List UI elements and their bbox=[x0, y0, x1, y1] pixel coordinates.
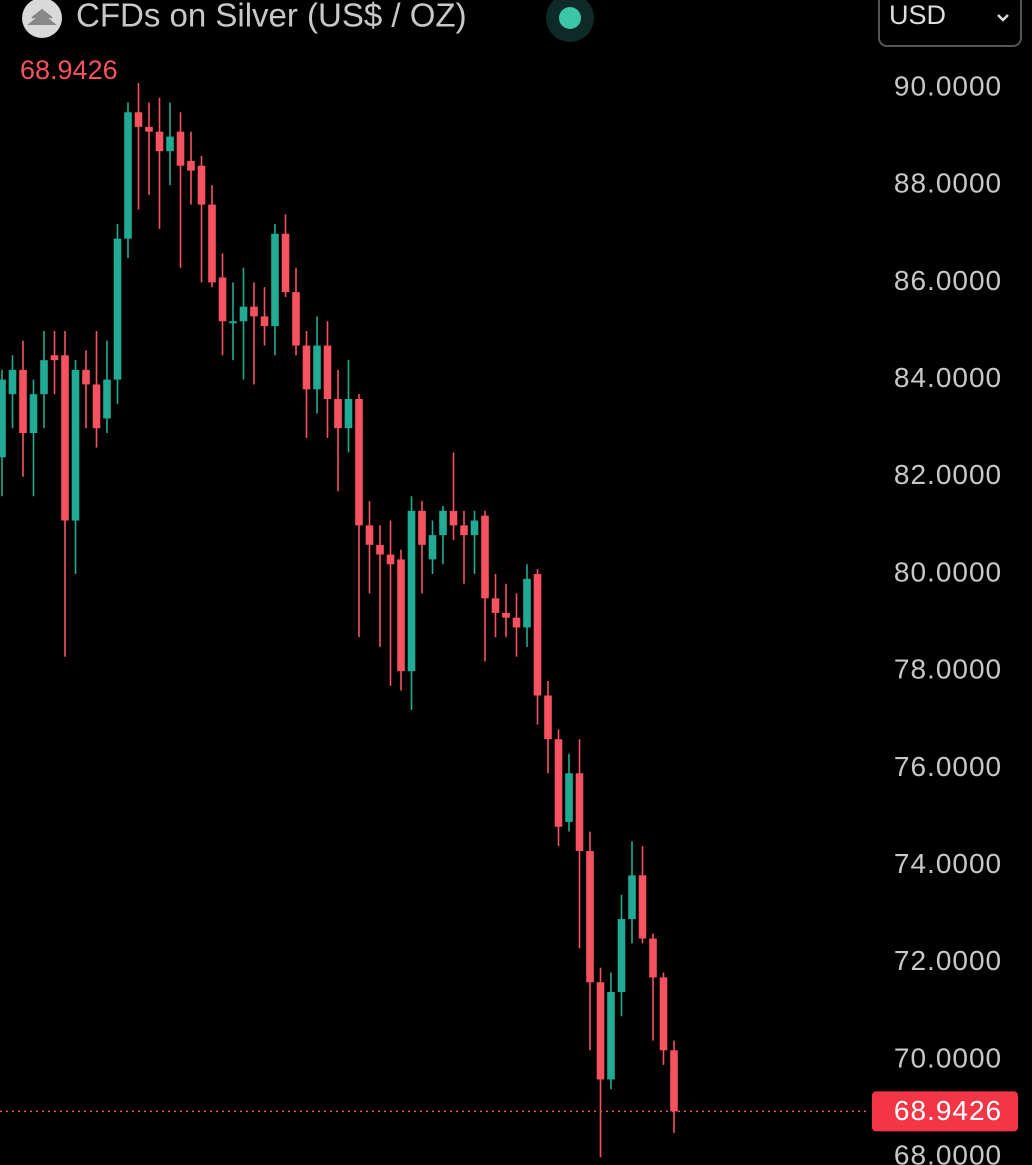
candle-body bbox=[344, 399, 353, 429]
candle-body bbox=[638, 875, 647, 939]
candle-body bbox=[502, 612, 510, 618]
candle-body bbox=[8, 369, 17, 395]
last-price-label: 68.9426 bbox=[20, 55, 118, 85]
candle-body bbox=[208, 204, 216, 283]
y-tick-label: 80.0000 bbox=[894, 556, 1002, 587]
candle-body bbox=[92, 384, 101, 429]
currency-select[interactable]: USD bbox=[878, 0, 1022, 47]
candle-body bbox=[565, 773, 573, 822]
candle-body bbox=[617, 919, 626, 992]
y-tick-label: 72.0000 bbox=[894, 945, 1002, 976]
y-tick-label: 84.0000 bbox=[894, 362, 1002, 393]
candle-body bbox=[386, 554, 395, 565]
currency-select-box[interactable] bbox=[878, 0, 1022, 47]
symbol-icon-glyph bbox=[27, 8, 57, 25]
candle-body bbox=[649, 938, 657, 978]
candle-body bbox=[40, 360, 48, 395]
candle-body bbox=[512, 617, 521, 628]
candle-body bbox=[428, 535, 437, 560]
y-tick-label: 82.0000 bbox=[894, 459, 1002, 490]
candle-body bbox=[628, 875, 636, 920]
candle-body bbox=[61, 355, 69, 521]
candle-body bbox=[323, 345, 332, 400]
candle-body bbox=[29, 394, 38, 434]
candle-body bbox=[155, 131, 164, 152]
candle-body bbox=[0, 379, 6, 458]
candle-body bbox=[239, 306, 248, 322]
candle-body bbox=[82, 369, 90, 385]
candle-body bbox=[292, 292, 300, 346]
candle-body bbox=[544, 695, 552, 740]
y-tick-label: 70.0000 bbox=[894, 1042, 1002, 1073]
candle-body bbox=[50, 355, 59, 361]
currency-label[interactable]: USD bbox=[889, 0, 946, 30]
candle-body bbox=[176, 131, 185, 166]
y-tick-label: 68.0000 bbox=[894, 1140, 1002, 1165]
candle-body bbox=[145, 126, 153, 132]
candle-body bbox=[229, 321, 237, 324]
candle-body bbox=[166, 136, 174, 152]
last-price-tag bbox=[872, 1091, 1018, 1132]
chevron[interactable] bbox=[997, 14, 1009, 22]
candle-body bbox=[376, 544, 384, 555]
y-tick-label: 76.0000 bbox=[894, 751, 1002, 782]
candle-body bbox=[586, 851, 594, 983]
candle-body bbox=[302, 345, 311, 390]
candle-body bbox=[470, 520, 479, 536]
candle-body bbox=[439, 510, 447, 536]
y-tick-label: 88.0000 bbox=[894, 168, 1002, 199]
candle-body bbox=[596, 982, 605, 1080]
candle-body bbox=[670, 1050, 678, 1112]
candle-body bbox=[124, 112, 132, 239]
y-tick-label: 90.0000 bbox=[894, 70, 1002, 101]
candle-body bbox=[397, 559, 405, 672]
candle-body bbox=[365, 525, 374, 545]
candle-body bbox=[334, 399, 342, 429]
candle-body bbox=[187, 160, 195, 171]
candle-body bbox=[197, 165, 206, 205]
candle-body bbox=[523, 578, 531, 628]
candle-body bbox=[407, 510, 416, 672]
candle-body bbox=[250, 306, 258, 317]
candle-body bbox=[607, 991, 615, 1080]
candle-body bbox=[554, 739, 563, 827]
candle-body bbox=[418, 510, 426, 545]
candle-body bbox=[575, 773, 584, 852]
candle-body bbox=[113, 238, 122, 380]
header: CFDs on Silver (US$ / OZ) USD bbox=[22, 0, 1022, 47]
y-tick-label: 78.0000 bbox=[894, 654, 1002, 685]
candle-body bbox=[659, 977, 668, 1051]
candle-body bbox=[134, 112, 143, 127]
candle-body bbox=[449, 510, 458, 526]
candle-body bbox=[533, 573, 542, 696]
candle-body bbox=[481, 515, 489, 599]
candle-body bbox=[218, 277, 227, 322]
y-tick-label: 86.0000 bbox=[894, 265, 1002, 296]
candle-body bbox=[491, 598, 500, 613]
candle-body bbox=[71, 369, 80, 521]
y-tick-label: 74.0000 bbox=[894, 848, 1002, 879]
candle-body bbox=[313, 345, 321, 390]
chart-title: CFDs on Silver (US$ / OZ) bbox=[76, 0, 467, 34]
candle-body bbox=[281, 233, 290, 293]
candle-body bbox=[460, 525, 468, 536]
candle-body bbox=[103, 379, 111, 419]
candle-body bbox=[19, 369, 27, 434]
candle-body bbox=[271, 233, 279, 327]
last-price-tag-label: 68.9426 bbox=[894, 1095, 1002, 1126]
status-dot bbox=[559, 7, 581, 29]
candle-body bbox=[260, 316, 269, 327]
candle-body bbox=[355, 399, 363, 526]
